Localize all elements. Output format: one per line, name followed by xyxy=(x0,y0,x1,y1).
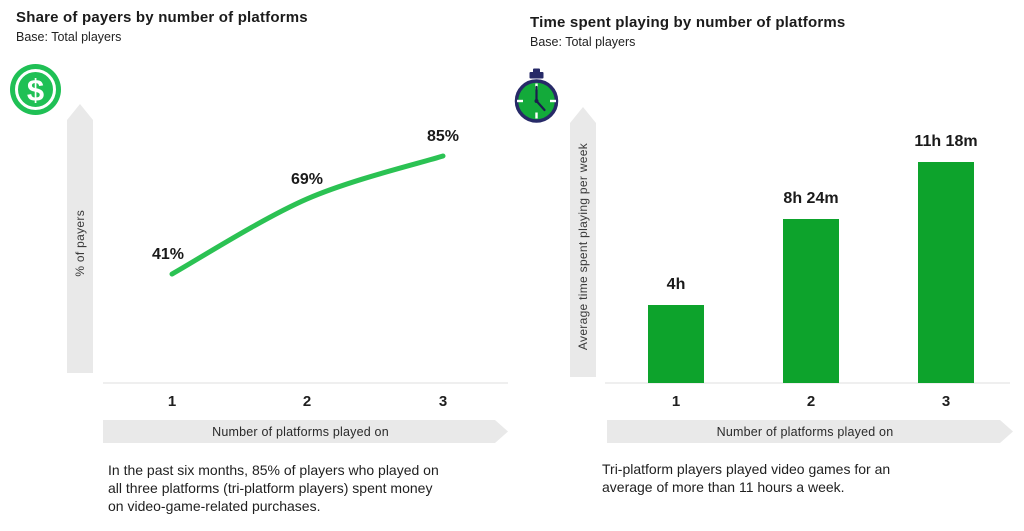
time-spent-bar xyxy=(783,219,839,383)
time-spent-bar xyxy=(648,305,704,383)
bar-value-label: 8h 24m xyxy=(783,190,839,207)
right-x-axis-baseline xyxy=(605,382,1010,384)
left-chart-subtitle: Base: Total players xyxy=(16,30,122,44)
right-x-tick-label: 1 xyxy=(671,393,681,410)
caption-line: Tri-platform players played video games … xyxy=(602,461,891,477)
dollar-coin-icon: $ xyxy=(9,63,62,116)
line-point-label: 41% xyxy=(151,246,185,264)
right-x-tick-label: 2 xyxy=(806,393,816,410)
left-x-axis-baseline xyxy=(103,382,508,384)
stopwatch-icon xyxy=(513,68,560,125)
right-y-axis-label: Average time spent playing per week xyxy=(576,143,590,351)
left-line-plot-area xyxy=(95,108,495,384)
left-x-axis-label: Number of platforms played on xyxy=(212,424,389,439)
left-chart-title: Share of payers by number of platforms xyxy=(16,9,308,26)
right-x-tick-label: 3 xyxy=(941,393,951,410)
right-chart-title: Time spent playing by number of platform… xyxy=(530,14,846,31)
left-x-tick-label: 1 xyxy=(167,393,177,410)
right-x-axis-label: Number of platforms played on xyxy=(716,424,894,439)
right-x-axis-band: Number of platforms played on xyxy=(607,420,1013,443)
caption-line: all three platforms (tri-platform player… xyxy=(108,480,433,496)
bar-value-label: 11h 18m xyxy=(914,133,978,150)
line-point-label: 85% xyxy=(426,128,460,146)
caption-line: average of more than 11 hours a week. xyxy=(602,479,845,495)
payers-line-path xyxy=(169,153,446,277)
svg-text:$: $ xyxy=(27,73,44,108)
left-y-axis-band: % of payers xyxy=(67,104,93,373)
payers-line-chart-svg xyxy=(169,153,446,277)
caption-line: In the past six months, 85% of players w… xyxy=(108,462,439,478)
caption-line: on video-game-related purchases. xyxy=(108,498,321,514)
right-chart-caption: Tri-platform players played video games … xyxy=(602,460,890,496)
left-x-tick-label: 2 xyxy=(302,393,312,410)
left-x-axis-band: Number of platforms played on xyxy=(103,420,508,443)
left-y-axis-label: % of payers xyxy=(73,210,87,277)
line-point-label: 69% xyxy=(290,170,324,188)
time-spent-bar xyxy=(918,162,974,383)
right-chart-subtitle: Base: Total players xyxy=(530,35,636,49)
bar-value-label: 4h xyxy=(666,276,686,293)
left-x-tick-label: 3 xyxy=(438,393,448,410)
left-chart-caption: In the past six months, 85% of players w… xyxy=(108,461,439,515)
right-y-axis-band: Average time spent playing per week xyxy=(570,107,596,377)
